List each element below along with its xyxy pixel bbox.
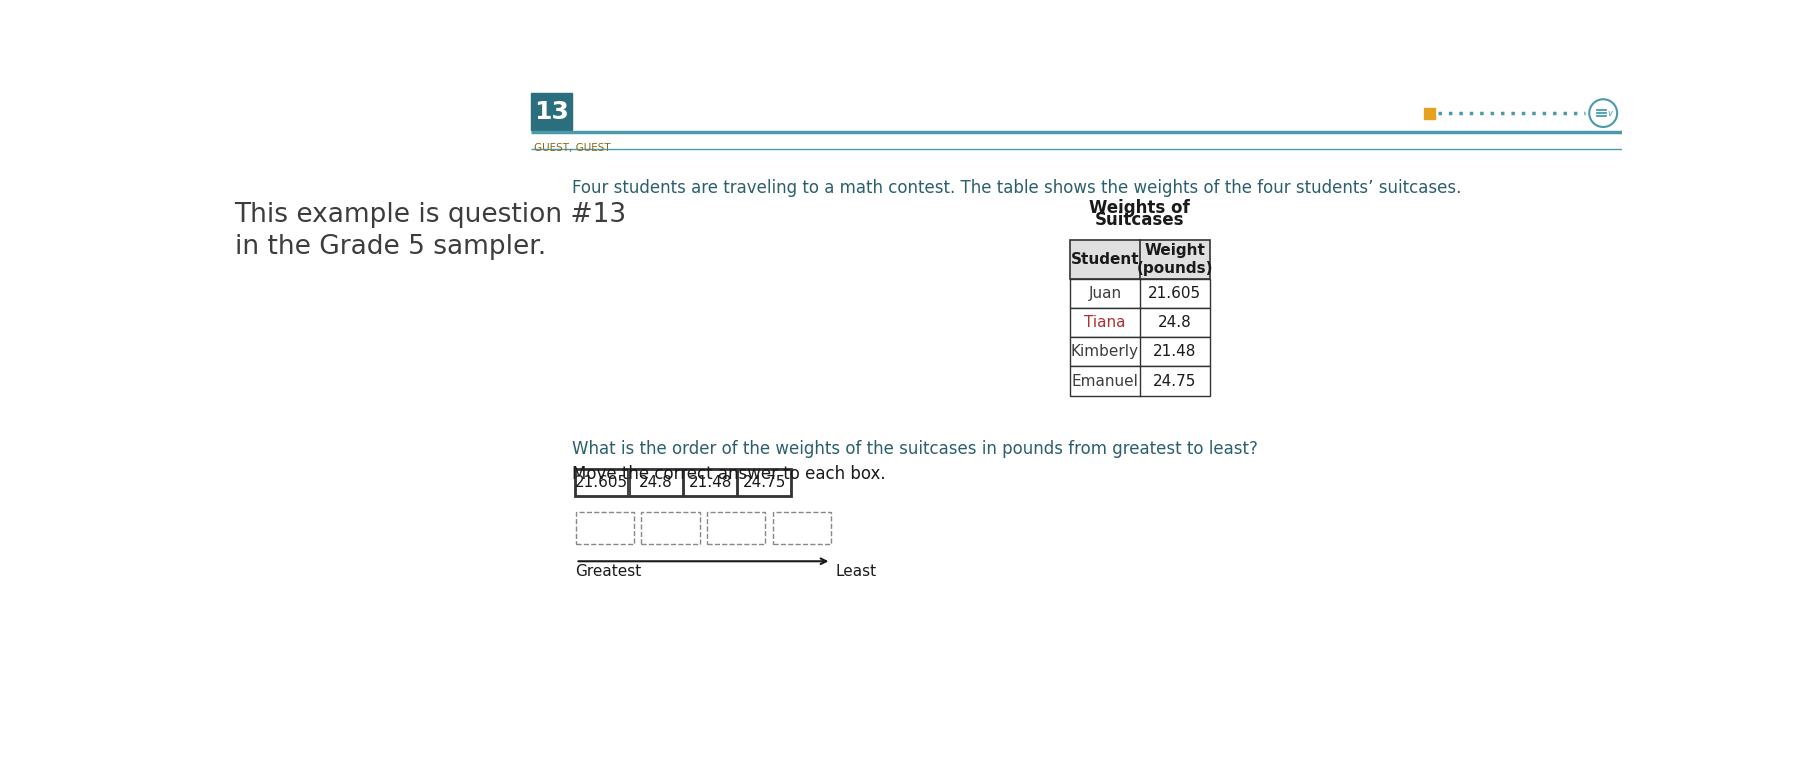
Text: Suitcases: Suitcases — [1096, 211, 1184, 230]
Text: Tiana: Tiana — [1085, 315, 1126, 330]
Text: This example is question #13: This example is question #13 — [234, 201, 627, 227]
Bar — [575, 512, 634, 544]
Text: Greatest: Greatest — [575, 565, 642, 579]
Bar — [739, 470, 791, 496]
Text: 24.75: 24.75 — [1153, 374, 1197, 388]
Bar — [1070, 337, 1209, 366]
Text: 21.48: 21.48 — [1153, 344, 1197, 359]
Text: GUEST, GUEST: GUEST, GUEST — [533, 143, 611, 153]
Text: Weight
(pounds): Weight (pounds) — [1137, 243, 1213, 275]
Bar — [1070, 366, 1209, 396]
Bar — [1070, 240, 1209, 278]
Bar — [708, 512, 766, 544]
Text: v: v — [1607, 109, 1613, 118]
Text: 21.605: 21.605 — [575, 475, 629, 490]
Text: 24.75: 24.75 — [742, 475, 786, 490]
Text: Least: Least — [836, 565, 878, 579]
Text: Move the correct answer to each box.: Move the correct answer to each box. — [573, 465, 887, 483]
Text: Emanuel: Emanuel — [1072, 374, 1139, 388]
Text: 24.8: 24.8 — [640, 475, 672, 490]
Bar — [773, 512, 831, 544]
Text: 13: 13 — [533, 100, 569, 124]
Bar — [1070, 308, 1209, 337]
Text: in the Grade 5 sampler.: in the Grade 5 sampler. — [234, 234, 546, 260]
Bar — [685, 470, 737, 496]
Text: Juan: Juan — [1088, 286, 1121, 301]
Bar — [575, 468, 791, 497]
Text: 24.8: 24.8 — [1157, 315, 1191, 330]
Bar — [575, 470, 629, 496]
Text: 21.605: 21.605 — [1148, 286, 1202, 301]
Text: Four students are traveling to a math contest. The table shows the weights of th: Four students are traveling to a math co… — [573, 179, 1461, 197]
Text: Kimberly: Kimberly — [1070, 344, 1139, 359]
Text: Student: Student — [1070, 252, 1139, 267]
Text: What is the order of the weights of the suitcases in pounds from greatest to lea: What is the order of the weights of the … — [573, 440, 1258, 459]
Bar — [631, 470, 683, 496]
Bar — [532, 93, 571, 130]
Text: Weights of: Weights of — [1090, 199, 1189, 217]
Bar — [642, 512, 699, 544]
Text: 21.48: 21.48 — [688, 475, 732, 490]
Bar — [1070, 278, 1209, 308]
Bar — [1424, 108, 1434, 118]
